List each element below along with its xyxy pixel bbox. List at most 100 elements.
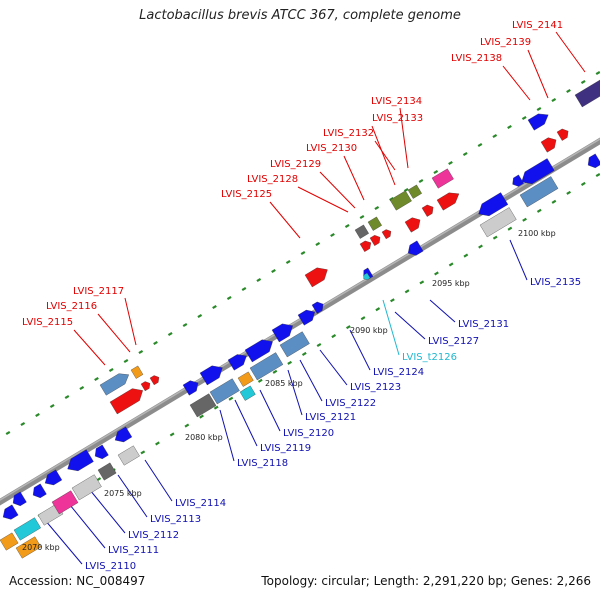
gene-2112b <box>51 490 79 515</box>
gc-tick-lower <box>478 244 483 249</box>
gc-tick-lower <box>566 190 572 195</box>
gc-tick-upper <box>35 412 40 418</box>
gc-tick-upper <box>79 385 85 391</box>
gc-tick-upper <box>285 259 291 265</box>
gc-tick-upper <box>123 358 129 364</box>
label-leader-line <box>297 186 349 213</box>
gene-label: LVIS_2111 <box>108 545 159 556</box>
gene-label: LVIS_2131 <box>458 319 509 330</box>
label-leader-line <box>371 125 396 186</box>
gc-tick-upper <box>108 367 114 373</box>
gc-tick-lower <box>492 235 498 240</box>
label-leader-line <box>144 459 173 502</box>
gene-2113 <box>71 474 102 501</box>
gc-tick-upper <box>507 124 512 130</box>
gc-tick-upper <box>448 160 453 166</box>
gc-tick-upper <box>138 349 144 355</box>
gene-label: LVIS_2138 <box>451 53 502 64</box>
gc-tick-upper <box>330 232 335 238</box>
gc-tick-upper <box>300 250 306 256</box>
gc-tick-upper <box>167 331 173 337</box>
label-leader-line <box>269 201 301 239</box>
gc-tick-upper <box>477 142 483 148</box>
label-leader-line <box>73 329 106 366</box>
gene-l5 <box>94 444 109 459</box>
gc-tick-lower <box>140 450 146 455</box>
gc-tick-lower <box>360 316 366 321</box>
gc-tick-upper <box>197 313 203 319</box>
gene-label: LVIS_2116 <box>46 301 97 312</box>
gene-2134d <box>436 192 460 211</box>
gene-labels: LVIS_2141 LVIS_2139 LVIS_2138 LVIS_2134 LVIS… <box>22 20 581 572</box>
gene-2131 <box>478 192 509 217</box>
gene-2138 <box>527 113 549 131</box>
gc-tick-lower <box>257 378 263 383</box>
gc-tick-upper <box>212 304 217 310</box>
gc-tick-lower <box>213 405 219 410</box>
gene-l6 <box>114 426 133 443</box>
gc-tick-upper <box>226 295 232 301</box>
gc-tick-upper <box>153 340 158 346</box>
gc-tick-upper <box>94 376 99 382</box>
gc-tick-upper <box>344 223 350 229</box>
gc-tick-lower <box>199 414 204 419</box>
label-leader-line <box>117 474 148 518</box>
gc-tick-lower <box>419 280 425 285</box>
backbone-line <box>0 137 600 506</box>
gc-tick-lower <box>184 423 190 428</box>
gene-label: LVIS_2113 <box>150 514 201 525</box>
label-leader-line <box>69 504 106 549</box>
gc-tick-lower <box>155 441 160 446</box>
gene-2133 <box>407 184 422 199</box>
gene-label: LVIS_2129 <box>270 159 321 170</box>
gc-tick-lower <box>316 342 322 348</box>
gene-2128 <box>354 224 369 239</box>
gc-tick-upper <box>241 286 247 292</box>
gc-tick-lower <box>522 217 527 222</box>
gene-2132 <box>389 190 412 211</box>
label-leader-line <box>343 155 365 201</box>
gene-2118 <box>189 393 217 418</box>
gene-2134c <box>431 168 454 189</box>
label-leader-line <box>319 171 356 209</box>
gc-tick-upper <box>566 88 571 94</box>
gc-tick-upper <box>521 115 527 121</box>
gene-b7 <box>311 301 324 314</box>
gene-label: LVIS_2141 <box>512 20 563 31</box>
label-leader-line <box>527 49 549 99</box>
gc-tick-lower <box>169 432 175 437</box>
gene-2110 <box>13 517 41 541</box>
gene-b3 <box>227 354 247 371</box>
gc-tick-upper <box>256 277 262 283</box>
gene-2120b <box>239 385 256 401</box>
gene-2117b <box>149 375 160 386</box>
kbp-label: 2075 kbp <box>104 489 142 498</box>
accession: Accession: NC_008497 <box>9 574 146 588</box>
kbp-labels: 2070 kbp 2075 kbp 2080 kbp 2085 kbp 2090 kbp… <box>22 229 556 552</box>
gene-2130b <box>369 235 381 246</box>
gc-tick-lower <box>536 208 542 213</box>
gene-l2 <box>32 483 47 498</box>
gene-label: LVIS_2134 <box>371 96 422 107</box>
gene-label: LVIS_2135 <box>530 277 581 288</box>
gene-2131b <box>479 207 517 238</box>
gene-2120 <box>237 371 254 387</box>
gene-2130a <box>359 240 372 252</box>
gene-2114b <box>117 445 140 466</box>
gc-tick-upper <box>433 169 439 175</box>
gene-label: LVIS_2124 <box>373 367 424 378</box>
label-leader-line <box>319 349 348 386</box>
kbp-label: 2080 kbp <box>185 433 223 442</box>
gene-2114 <box>97 462 117 481</box>
label-leader-line <box>374 140 396 171</box>
gc-tick-lower <box>580 181 586 186</box>
label-leader-line <box>429 299 456 323</box>
gc-tick-lower <box>448 262 454 267</box>
gene-label: LVIS_2114 <box>175 498 226 509</box>
gene-label: LVIS_2122 <box>325 398 376 409</box>
gene-label: LVIS_2117 <box>73 286 124 297</box>
gene-label: LVIS_2121 <box>305 412 356 423</box>
gc-tick-upper <box>315 241 321 247</box>
